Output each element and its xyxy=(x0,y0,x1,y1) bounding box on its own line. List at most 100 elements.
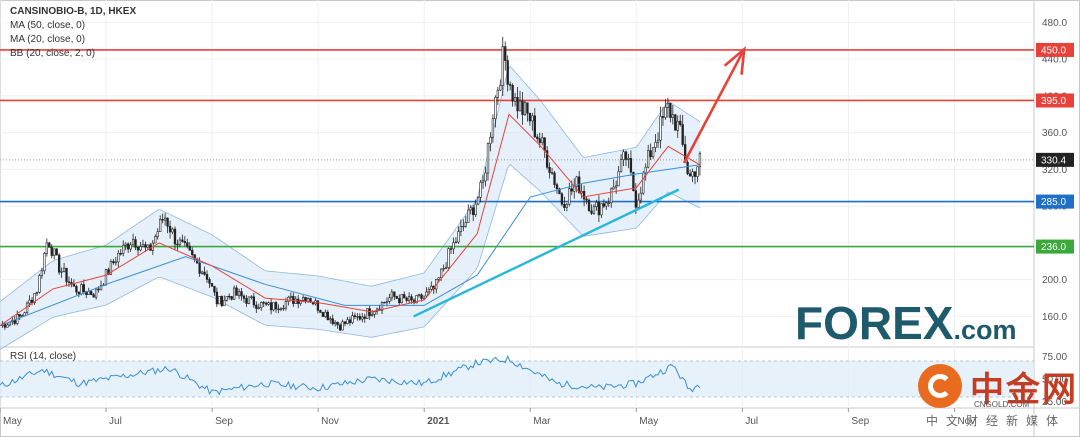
candle-body xyxy=(321,312,325,317)
candle-body xyxy=(486,143,490,174)
candle-body xyxy=(501,46,504,86)
candle-body xyxy=(587,199,591,212)
candle-body xyxy=(602,203,605,207)
candle-body xyxy=(139,246,142,251)
candle-body xyxy=(129,244,132,250)
candle-body xyxy=(65,267,68,283)
candle-body xyxy=(388,297,391,302)
candle-body xyxy=(336,321,339,326)
candle-body xyxy=(558,188,561,195)
candle-body xyxy=(48,242,51,248)
candle-body xyxy=(390,291,394,299)
axes: 480.0440.0400.0360.0320.0280.0240.0200.0… xyxy=(0,18,1074,427)
candle-body xyxy=(570,188,573,192)
candle-body xyxy=(459,226,463,232)
level-price-badge xyxy=(1036,93,1074,108)
candle-body xyxy=(326,311,329,321)
candle-body xyxy=(373,311,376,315)
candle-body xyxy=(215,291,219,305)
candle-body xyxy=(420,294,423,299)
candle-body xyxy=(521,100,524,116)
candle-body xyxy=(210,283,214,287)
candle-body xyxy=(518,100,522,112)
time-tick-label: Sep xyxy=(851,416,869,427)
candle-body xyxy=(634,190,638,208)
candle-body xyxy=(348,319,352,323)
legend-bb: BB (20, close, 2, 0) xyxy=(10,48,96,59)
candle-body xyxy=(614,185,618,188)
candle-body xyxy=(109,261,113,275)
time-tick-label: Jul xyxy=(109,416,122,427)
cngold-logo: 中金网 CNGOLD.COM 中文财经新媒体 xyxy=(918,358,1078,428)
candle-body xyxy=(600,203,603,216)
time-tick-label: May xyxy=(639,416,658,427)
candle-body xyxy=(393,291,396,297)
candle-body xyxy=(186,242,189,247)
candle-body xyxy=(403,294,406,299)
candle-body xyxy=(439,268,443,279)
candle-body xyxy=(669,102,672,118)
last-price-label: 330.4 xyxy=(1041,155,1066,166)
price-tick-label: 200.0 xyxy=(1042,275,1067,286)
candle-body xyxy=(193,254,196,260)
candle-body xyxy=(444,267,448,269)
candle-body xyxy=(225,295,228,301)
candle-body xyxy=(257,307,260,309)
candle-body xyxy=(541,137,544,143)
candle-body xyxy=(183,241,187,244)
candle-body xyxy=(250,296,253,298)
candle-body xyxy=(511,85,514,102)
candle-body xyxy=(358,316,361,320)
candle-body xyxy=(57,254,61,273)
candle-body xyxy=(484,172,487,182)
cngold-badge-icon xyxy=(918,364,962,408)
candle-body xyxy=(363,316,366,319)
candle-body xyxy=(496,89,500,98)
candle-body xyxy=(329,318,332,321)
candle-body xyxy=(592,206,596,214)
candle-body xyxy=(447,248,450,268)
candle-body xyxy=(168,225,172,233)
candle-body xyxy=(462,225,465,228)
candle-body xyxy=(166,217,169,227)
rsi-tick-label: 75.00 xyxy=(1042,352,1067,363)
candle-body xyxy=(272,302,275,311)
candle-body xyxy=(284,301,288,309)
candle-body xyxy=(454,241,458,244)
cngold-title: 中金网 xyxy=(970,370,1078,410)
candle-body xyxy=(346,319,349,324)
candle-body xyxy=(696,166,699,177)
candle-body xyxy=(452,242,455,250)
candle-body xyxy=(491,118,495,138)
candle-body xyxy=(688,173,692,177)
candle-body xyxy=(191,249,194,256)
candle-body xyxy=(173,228,177,245)
candle-body xyxy=(412,299,416,304)
candle-body xyxy=(526,102,529,114)
level-price-label: 285.0 xyxy=(1041,197,1066,208)
candle-body xyxy=(610,188,613,204)
candle-body xyxy=(353,315,357,317)
candle-body xyxy=(410,296,413,301)
candle-body xyxy=(324,311,327,317)
candle-body xyxy=(223,299,226,307)
forex-logo-o: O xyxy=(823,297,859,349)
candle-body xyxy=(43,253,46,272)
legend-rsi: RSI (14, close) xyxy=(10,351,77,362)
candle-body xyxy=(674,114,677,131)
candle-body xyxy=(474,203,477,216)
candle-body xyxy=(45,242,48,254)
level-price-label: 395.0 xyxy=(1041,96,1066,107)
candle-body xyxy=(119,253,122,255)
candle-body xyxy=(651,147,655,158)
candle-body xyxy=(607,202,610,204)
candle-body xyxy=(343,321,347,324)
candle-body xyxy=(656,139,660,143)
candle-body xyxy=(437,277,440,280)
level-price-badge xyxy=(1036,42,1074,57)
candle-body xyxy=(681,124,684,145)
candle-body xyxy=(203,271,206,275)
rsi-panel xyxy=(0,354,1034,398)
